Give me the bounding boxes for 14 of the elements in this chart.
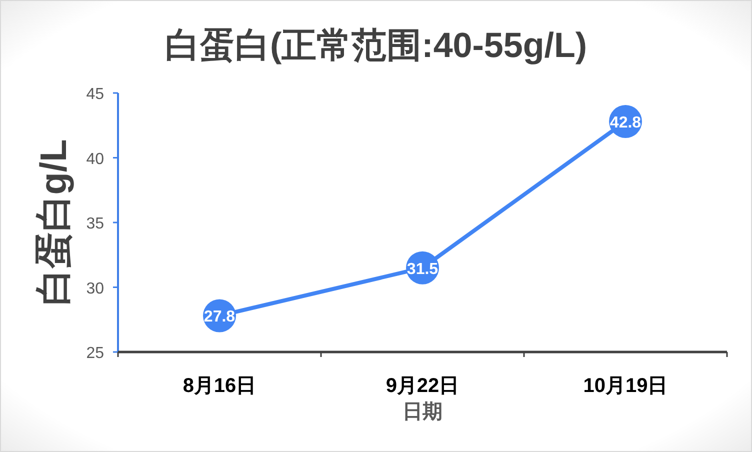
x-tick-label: 8月16日: [182, 375, 256, 397]
data-label: 27.8: [204, 308, 236, 326]
y-tick-label: 30: [86, 280, 104, 298]
y-tick-label: 40: [86, 150, 104, 168]
y-tick-label: 25: [86, 345, 104, 362]
data-label: 42.8: [610, 114, 642, 132]
chart-title: 白蛋白(正常范围:40-55g/L): [165, 26, 587, 65]
x-tick-label: 9月22日: [386, 375, 460, 397]
y-axis-title: 白蛋白g/L: [33, 139, 74, 306]
x-axis-title: 日期: [402, 401, 442, 423]
data-label: 31.5: [406, 260, 438, 278]
y-tick-label: 35: [86, 216, 104, 232]
x-tick-label: 10月19日: [583, 375, 668, 397]
y-tick-label: 45: [86, 86, 104, 103]
